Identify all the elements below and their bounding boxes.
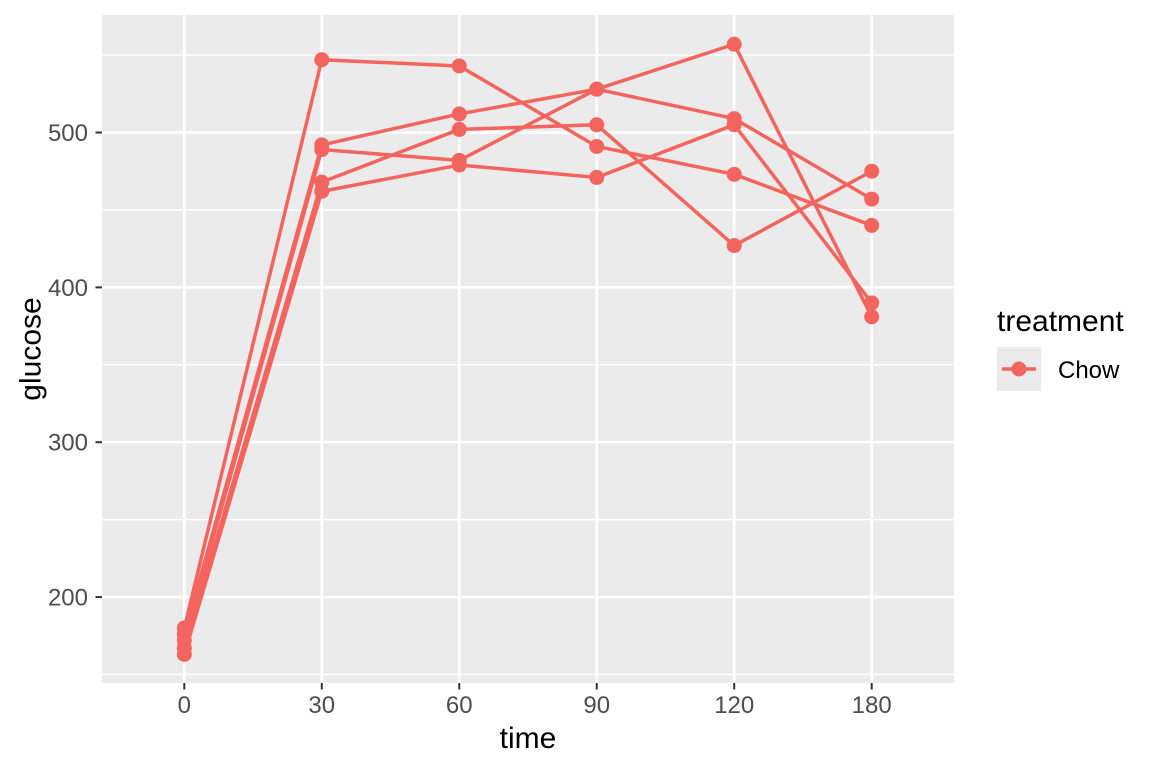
- x-tick-label: 180: [852, 692, 892, 719]
- data-point: [589, 81, 605, 97]
- legend-label-chow: Chow: [1058, 357, 1120, 384]
- series-points: [176, 36, 880, 662]
- plot-panel: [102, 15, 954, 683]
- x-tick-label: 30: [308, 692, 335, 719]
- legend: treatment Chow: [997, 305, 1124, 391]
- data-point: [589, 138, 605, 154]
- data-point: [589, 169, 605, 185]
- data-point: [726, 117, 742, 133]
- data-point: [726, 166, 742, 182]
- axis-ticks: 200 300 400 500 0 30 60 90 120 180: [48, 120, 892, 719]
- data-point: [864, 295, 880, 311]
- data-point: [176, 646, 192, 662]
- y-tick-label: 500: [48, 120, 88, 147]
- data-point: [864, 217, 880, 233]
- y-axis-title: glucose: [15, 297, 48, 400]
- series-line-1: [182, 58, 874, 630]
- gridlines-minor: [102, 54, 954, 676]
- data-point: [451, 58, 467, 74]
- data-point: [726, 36, 742, 52]
- data-point: [864, 309, 880, 325]
- y-tick-label: 200: [48, 584, 88, 611]
- data-point: [451, 106, 467, 122]
- data-point: [314, 142, 330, 158]
- y-tick-label: 400: [48, 275, 88, 302]
- series-line-5: [182, 123, 874, 657]
- data-point: [451, 157, 467, 173]
- x-axis-title: time: [500, 722, 557, 755]
- x-tick-label: 90: [583, 692, 610, 719]
- data-point: [589, 117, 605, 133]
- x-tick-label: 0: [178, 692, 191, 719]
- x-tick-label: 60: [446, 692, 473, 719]
- legend-title: treatment: [997, 305, 1124, 338]
- data-point: [314, 183, 330, 199]
- legend-key-point: [1011, 361, 1027, 377]
- x-tick-label: 120: [714, 692, 754, 719]
- series-lines: [182, 42, 874, 657]
- data-point: [726, 238, 742, 254]
- data-point: [864, 163, 880, 179]
- data-point: [451, 121, 467, 137]
- data-point: [314, 52, 330, 68]
- y-tick-label: 300: [48, 430, 88, 457]
- data-point: [864, 191, 880, 207]
- series-line-3: [182, 87, 874, 643]
- series-line-4: [182, 123, 874, 650]
